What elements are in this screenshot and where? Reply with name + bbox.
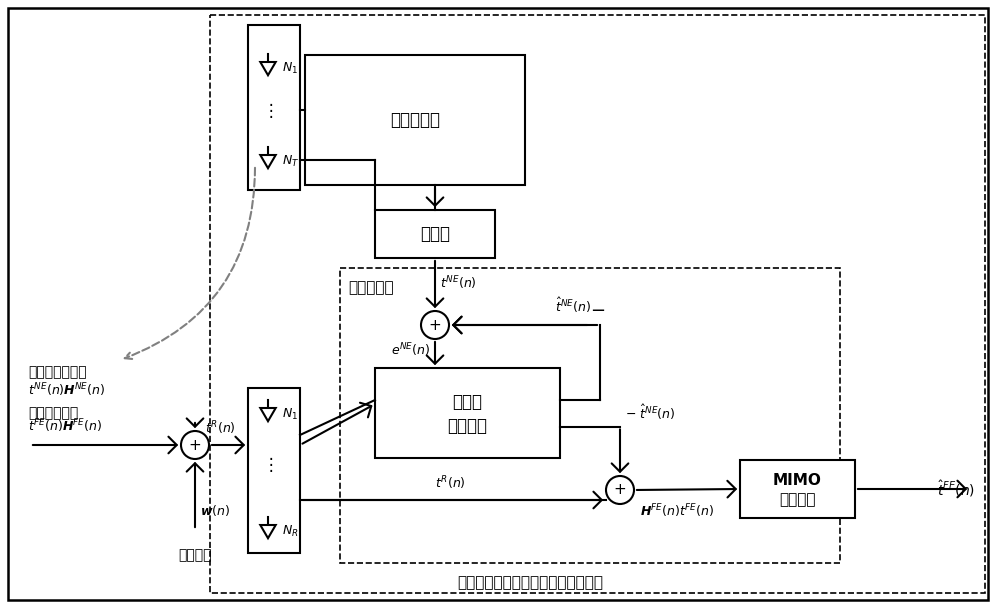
Text: $-\ \hat{t}^{NE}(n)$: $-\ \hat{t}^{NE}(n)$ bbox=[625, 403, 676, 422]
Polygon shape bbox=[260, 62, 276, 75]
Text: $\vdots$: $\vdots$ bbox=[262, 101, 274, 120]
Text: $t^{FE}(n)\boldsymbol{H}^{FE}(n)$: $t^{FE}(n)\boldsymbol{H}^{FE}(n)$ bbox=[28, 417, 102, 435]
Text: 近端自干扈信号: 近端自干扈信号 bbox=[28, 365, 87, 379]
Text: $t^R(n)$: $t^R(n)$ bbox=[205, 420, 235, 437]
Text: 自适应: 自适应 bbox=[452, 393, 482, 411]
Circle shape bbox=[606, 476, 634, 504]
Text: 近端发送端: 近端发送端 bbox=[390, 111, 440, 129]
Text: 无线全双工通信收发机（近端节点）: 无线全双工通信收发机（近端节点） bbox=[457, 575, 603, 590]
Text: $\boldsymbol{H}^{FE}(n)t^{FE}(n)$: $\boldsymbol{H}^{FE}(n)t^{FE}(n)$ bbox=[640, 502, 714, 520]
Bar bbox=[248, 388, 300, 553]
Text: 滤波处理: 滤波处理 bbox=[448, 417, 488, 436]
Polygon shape bbox=[260, 155, 276, 168]
Text: $\hat{t}^{FE}(n)$: $\hat{t}^{FE}(n)$ bbox=[937, 479, 975, 499]
Bar bbox=[740, 460, 855, 518]
Text: $\vdots$: $\vdots$ bbox=[262, 456, 274, 475]
Circle shape bbox=[421, 311, 449, 339]
Text: $N_1$: $N_1$ bbox=[282, 60, 298, 76]
Text: 高斯噪声: 高斯噪声 bbox=[178, 548, 212, 562]
Bar bbox=[375, 368, 560, 458]
Bar bbox=[210, 15, 985, 593]
Text: $\hat{t}^{NE}(n)$: $\hat{t}^{NE}(n)$ bbox=[555, 296, 591, 315]
Text: $t^R(n)$: $t^R(n)$ bbox=[435, 475, 465, 492]
Text: $N_R$: $N_R$ bbox=[282, 523, 299, 539]
Circle shape bbox=[181, 431, 209, 459]
FancyArrowPatch shape bbox=[125, 168, 255, 359]
Text: 近端接收端: 近端接收端 bbox=[348, 280, 394, 295]
Bar bbox=[340, 268, 840, 563]
Text: $t^{NE}(n)$: $t^{NE}(n)$ bbox=[440, 274, 477, 292]
Text: $+$: $+$ bbox=[188, 437, 202, 453]
Polygon shape bbox=[260, 525, 276, 538]
Bar bbox=[305, 55, 525, 185]
Text: $N_T$: $N_T$ bbox=[282, 154, 299, 168]
Text: $-$: $-$ bbox=[590, 300, 605, 318]
Text: $+$: $+$ bbox=[613, 483, 627, 498]
Text: $\boldsymbol{w}(n)$: $\boldsymbol{w}(n)$ bbox=[200, 503, 230, 517]
Text: $N_1$: $N_1$ bbox=[282, 406, 298, 422]
Bar bbox=[375, 210, 495, 258]
Text: $t^{NE}(n)\boldsymbol{H}^{NE}(n)$: $t^{NE}(n)\boldsymbol{H}^{NE}(n)$ bbox=[28, 381, 105, 399]
Polygon shape bbox=[260, 408, 276, 421]
Bar bbox=[248, 25, 300, 190]
Text: $+$: $+$ bbox=[428, 317, 442, 332]
Text: 译码检测: 译码检测 bbox=[779, 492, 816, 507]
Text: MIMO: MIMO bbox=[773, 473, 822, 488]
Text: $e^{NE}(n)$: $e^{NE}(n)$ bbox=[391, 341, 430, 359]
Text: 远端有用信号: 远端有用信号 bbox=[28, 406, 78, 420]
Text: 耦合器: 耦合器 bbox=[420, 225, 450, 243]
